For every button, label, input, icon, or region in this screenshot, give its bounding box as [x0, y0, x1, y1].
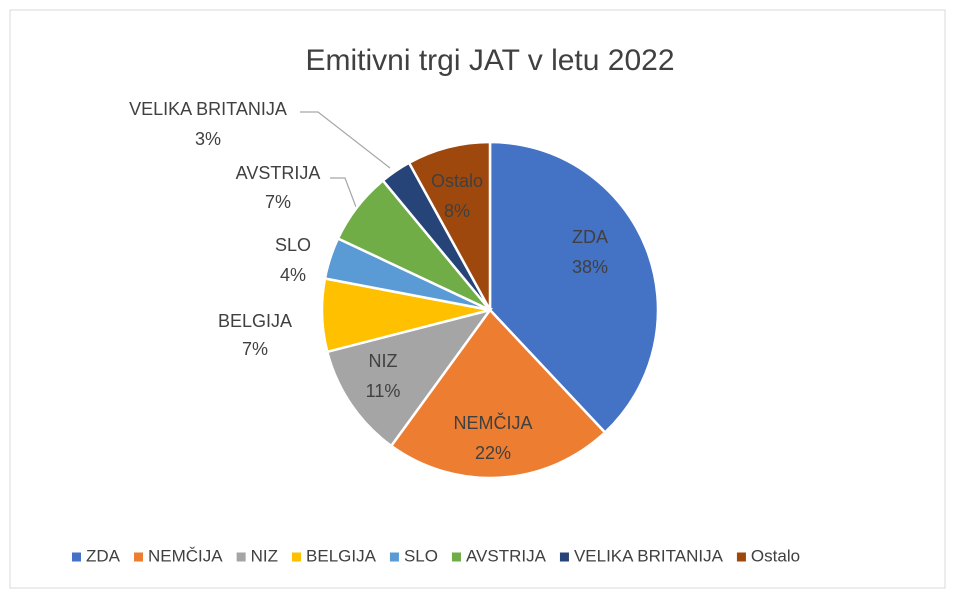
leader-line: [300, 111, 391, 169]
data-label-name: BELGIJA: [218, 311, 292, 331]
data-label-name: NEMČIJA: [453, 412, 532, 433]
legend-label: VELIKA BRITANIJA: [574, 546, 724, 565]
pie-slice: [325, 307, 494, 448]
data-label-value: 11%: [366, 381, 401, 401]
data-label-name: AVSTRIJA: [236, 163, 321, 183]
pie-slice: [389, 308, 607, 480]
data-label-value: 22%: [475, 443, 511, 463]
legend-label: NEMČIJA: [148, 546, 223, 565]
data-label-name: Ostalo: [431, 171, 483, 191]
data-label-value: 7%: [242, 339, 268, 359]
legend-swatch: [389, 552, 399, 562]
data-label-name: NIZ: [369, 351, 398, 371]
data-label-name: SLO: [275, 235, 311, 255]
data-label-value: 3%: [195, 129, 221, 149]
legend-swatch: [292, 552, 302, 562]
legend-label: BELGIJA: [306, 546, 377, 565]
chart-title: Emitivni trgi JAT v letu 2022: [305, 44, 674, 77]
legend-swatch: [72, 552, 81, 562]
data-label-value: 4%: [280, 265, 306, 285]
legend-label: SLO: [404, 546, 438, 565]
legend-label: AVSTRIJA: [466, 546, 547, 565]
data-label-value: 7%: [265, 192, 291, 212]
data-label-value: 8%: [444, 201, 470, 221]
legend-swatch: [736, 552, 746, 562]
legend-swatch: [451, 552, 461, 562]
leader-line: [330, 177, 357, 208]
legend-swatch: [559, 552, 569, 562]
pie-slice: [488, 140, 660, 435]
data-label-value: 38%: [572, 257, 608, 277]
data-label-name: ZDA: [572, 227, 608, 247]
data-label-name: VELIKA BRITANIJA: [129, 99, 287, 119]
legend-label: ZDA: [86, 546, 121, 565]
pie-slice: [407, 140, 492, 311]
legend-swatch: [134, 552, 143, 562]
legend-label: NIZ: [251, 546, 278, 565]
legend-label: Ostalo: [751, 546, 800, 565]
legend-swatch: [236, 552, 246, 562]
